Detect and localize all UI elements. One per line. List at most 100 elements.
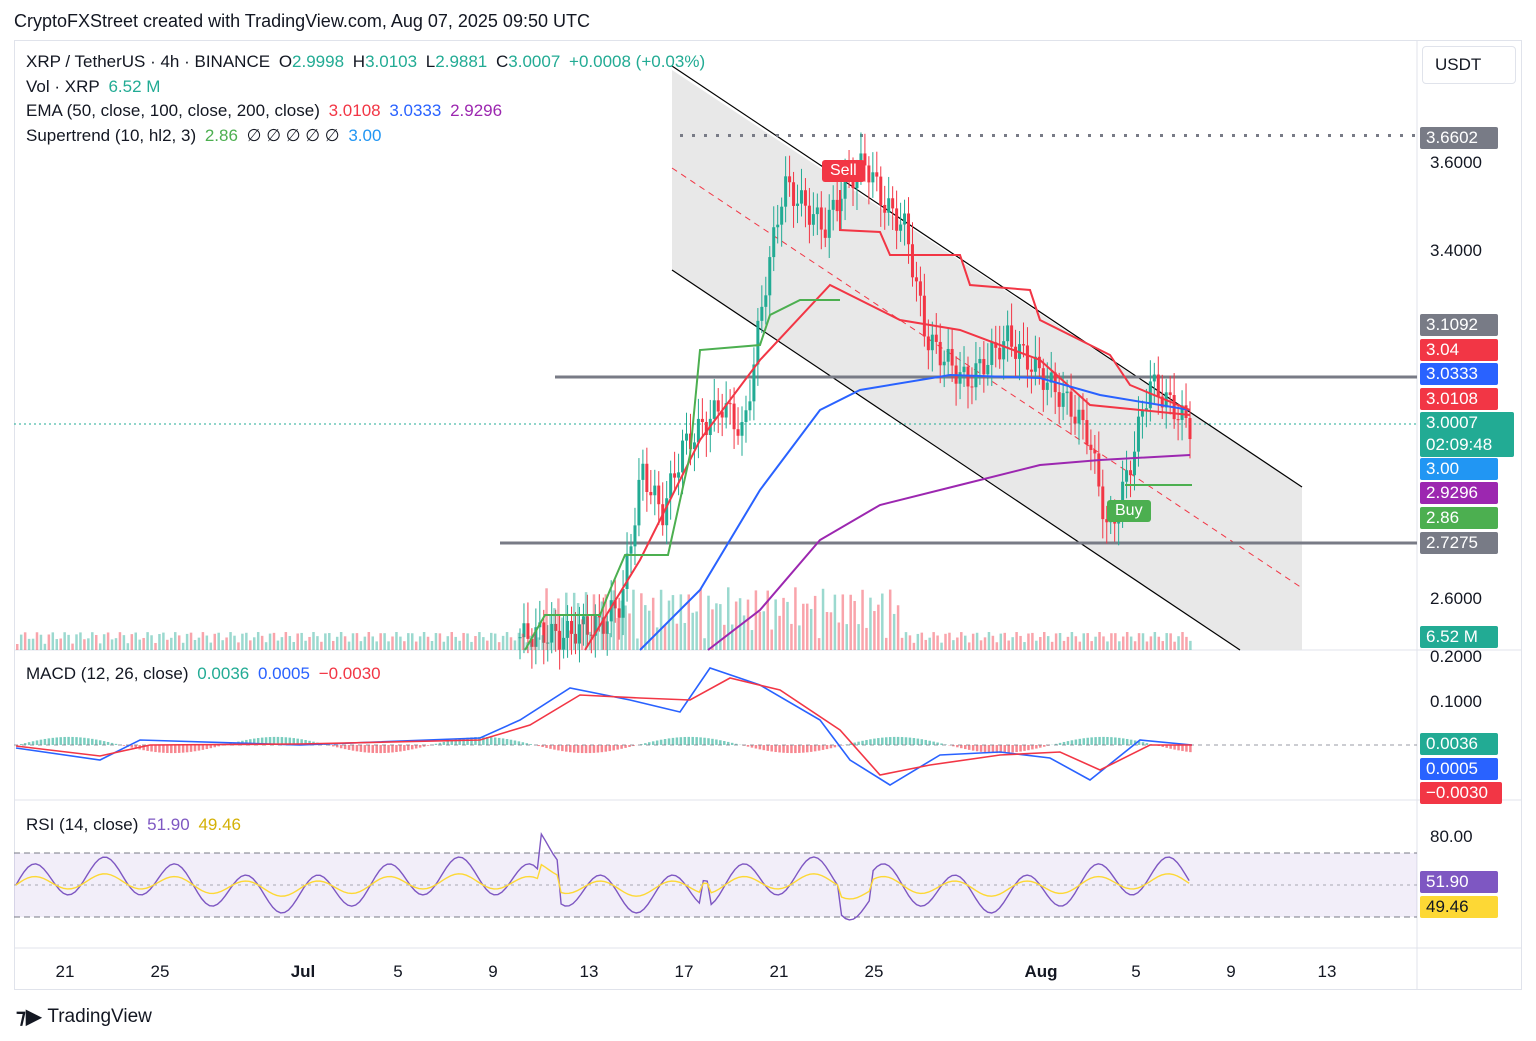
candle-body: [863, 153, 867, 166]
volume-bar: [770, 629, 773, 650]
volume-bar: [944, 633, 947, 650]
volume-bar: [683, 622, 687, 650]
candle-body: [673, 473, 677, 478]
volume-bar: [620, 600, 623, 650]
volume-bar: [225, 637, 228, 650]
ema50-line: [584, 283, 1191, 651]
volume-bar: [857, 624, 860, 650]
volume-label[interactable]: Vol · XRP: [26, 77, 100, 96]
macd-histogram-bar: [616, 745, 619, 750]
candle-body: [677, 472, 681, 478]
macd-histogram-bar: [27, 742, 31, 745]
volume-bar: [1098, 632, 1101, 650]
macd-histogram-bar: [561, 745, 564, 752]
currency-button[interactable]: USDT: [1422, 46, 1516, 84]
symbol-legend: XRP / TetherUS · 4h · BINANCE O2.9998 H3…: [26, 52, 709, 72]
tradingview-brand[interactable]: ⁊▶ TradingView: [16, 1004, 152, 1029]
volume-bar: [1066, 636, 1070, 650]
ema-label[interactable]: EMA (50, close, 100, close, 200, close): [26, 101, 320, 120]
macd-histogram-bar: [881, 737, 884, 745]
rsi-label[interactable]: RSI (14, close): [26, 815, 139, 834]
volume-bar: [51, 632, 55, 650]
volume-bar: [928, 637, 931, 650]
volume-bar: [102, 634, 106, 650]
candle-body: [1156, 374, 1160, 397]
macd-histogram-bar: [158, 745, 161, 753]
volume-bar: [1090, 641, 1093, 650]
macd-histogram-bar: [395, 745, 398, 753]
macd-histogram-bar: [181, 745, 185, 753]
volume-bar: [482, 637, 485, 650]
volume-bar: [983, 637, 987, 650]
volume-bar: [1173, 641, 1176, 650]
supertrend-up-value: 2.86: [204, 126, 238, 145]
macd-histogram-bar: [379, 745, 382, 754]
candle-body: [1065, 391, 1069, 394]
macd-histogram-bar: [817, 745, 821, 751]
volume-bar: [813, 595, 817, 650]
volume-bar: [71, 643, 74, 650]
volume-bar: [138, 639, 141, 650]
volume-bar: [806, 603, 809, 650]
volume-bar: [1054, 633, 1058, 650]
volume-bar: [1181, 632, 1184, 650]
supertrend-label[interactable]: Supertrend (10, hl2, 3): [26, 126, 197, 145]
volume-bar: [1114, 633, 1117, 650]
macd-histogram-bar: [434, 743, 438, 745]
macd-histogram-bar: [399, 745, 402, 752]
candle-body: [657, 485, 661, 505]
macd-tick: 0.1000: [1430, 692, 1482, 711]
volume-bar: [150, 635, 153, 650]
macd-histogram-bar: [31, 741, 35, 745]
macd-histogram-bar: [711, 738, 714, 745]
candle-body: [720, 411, 724, 418]
volume-bar: [612, 590, 615, 650]
macd-label[interactable]: MACD (12, 26, close): [26, 664, 189, 683]
macd-histogram-bar: [414, 745, 418, 749]
macd-histogram-bar: [746, 745, 750, 747]
macd-histogram-bar: [703, 737, 706, 745]
macd-histogram-bar: [525, 743, 529, 745]
macd-histogram-bar: [529, 744, 532, 745]
macd-histogram-bar: [253, 738, 256, 745]
macd-histogram-bar: [545, 745, 548, 748]
candle-body: [823, 229, 827, 238]
volume-bar: [490, 632, 493, 650]
macd-hist-tag: 0.0036: [1420, 733, 1498, 755]
volume-bar: [320, 641, 323, 650]
volume-bar: [466, 633, 469, 650]
supertrend-value-tag: 3.00: [1420, 458, 1498, 480]
macd-histogram-bar: [754, 745, 758, 749]
volume-bar: [1122, 636, 1125, 650]
symbol-name[interactable]: XRP / TetherUS · 4h · BINANCE: [26, 52, 271, 71]
candle-body: [562, 637, 566, 650]
macd-histogram-bar: [339, 745, 343, 749]
candle-body: [910, 244, 914, 278]
candle-body: [1180, 405, 1184, 420]
tradingview-logo-icon: ⁊▶: [16, 1006, 42, 1028]
macd-histogram-bar: [478, 736, 481, 745]
ema50-value: 3.0108: [328, 101, 381, 120]
macd-histogram-bar: [1177, 745, 1180, 751]
macd-histogram-bar: [770, 745, 773, 752]
volume-bar: [142, 637, 145, 650]
volume-bar: [308, 636, 311, 650]
candle-body: [799, 190, 803, 204]
volume-bar: [513, 640, 517, 650]
macd-histogram-bar: [308, 740, 311, 745]
low-label: L: [425, 52, 436, 71]
macd-histogram-bar: [667, 738, 671, 745]
volume-bar: [1015, 632, 1018, 650]
macd-histogram-bar: [833, 745, 837, 748]
macd-histogram-bar: [249, 739, 252, 745]
volume-bar: [241, 633, 244, 650]
macd-histogram-bar: [809, 745, 813, 752]
volume-bar: [110, 639, 114, 650]
macd-histogram-bar: [1027, 745, 1030, 751]
volume-bar: [407, 633, 410, 650]
macd-histogram-bar: [260, 737, 264, 745]
macd-histogram-bar: [1169, 745, 1172, 749]
volume-bar: [1070, 632, 1074, 650]
price-tick: 2.6000: [1430, 589, 1482, 608]
